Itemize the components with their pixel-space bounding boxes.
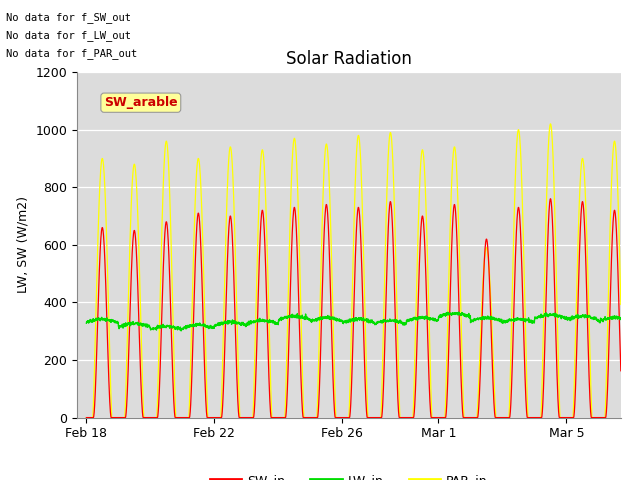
Text: No data for f_PAR_out: No data for f_PAR_out [6, 48, 138, 60]
Text: No data for f_SW_out: No data for f_SW_out [6, 12, 131, 23]
Legend: SW_in, LW_in, PAR_in: SW_in, LW_in, PAR_in [205, 469, 493, 480]
Title: Solar Radiation: Solar Radiation [286, 49, 412, 68]
Text: No data for f_LW_out: No data for f_LW_out [6, 30, 131, 41]
Text: SW_arable: SW_arable [104, 96, 178, 109]
Y-axis label: LW, SW (W/m2): LW, SW (W/m2) [17, 196, 29, 293]
